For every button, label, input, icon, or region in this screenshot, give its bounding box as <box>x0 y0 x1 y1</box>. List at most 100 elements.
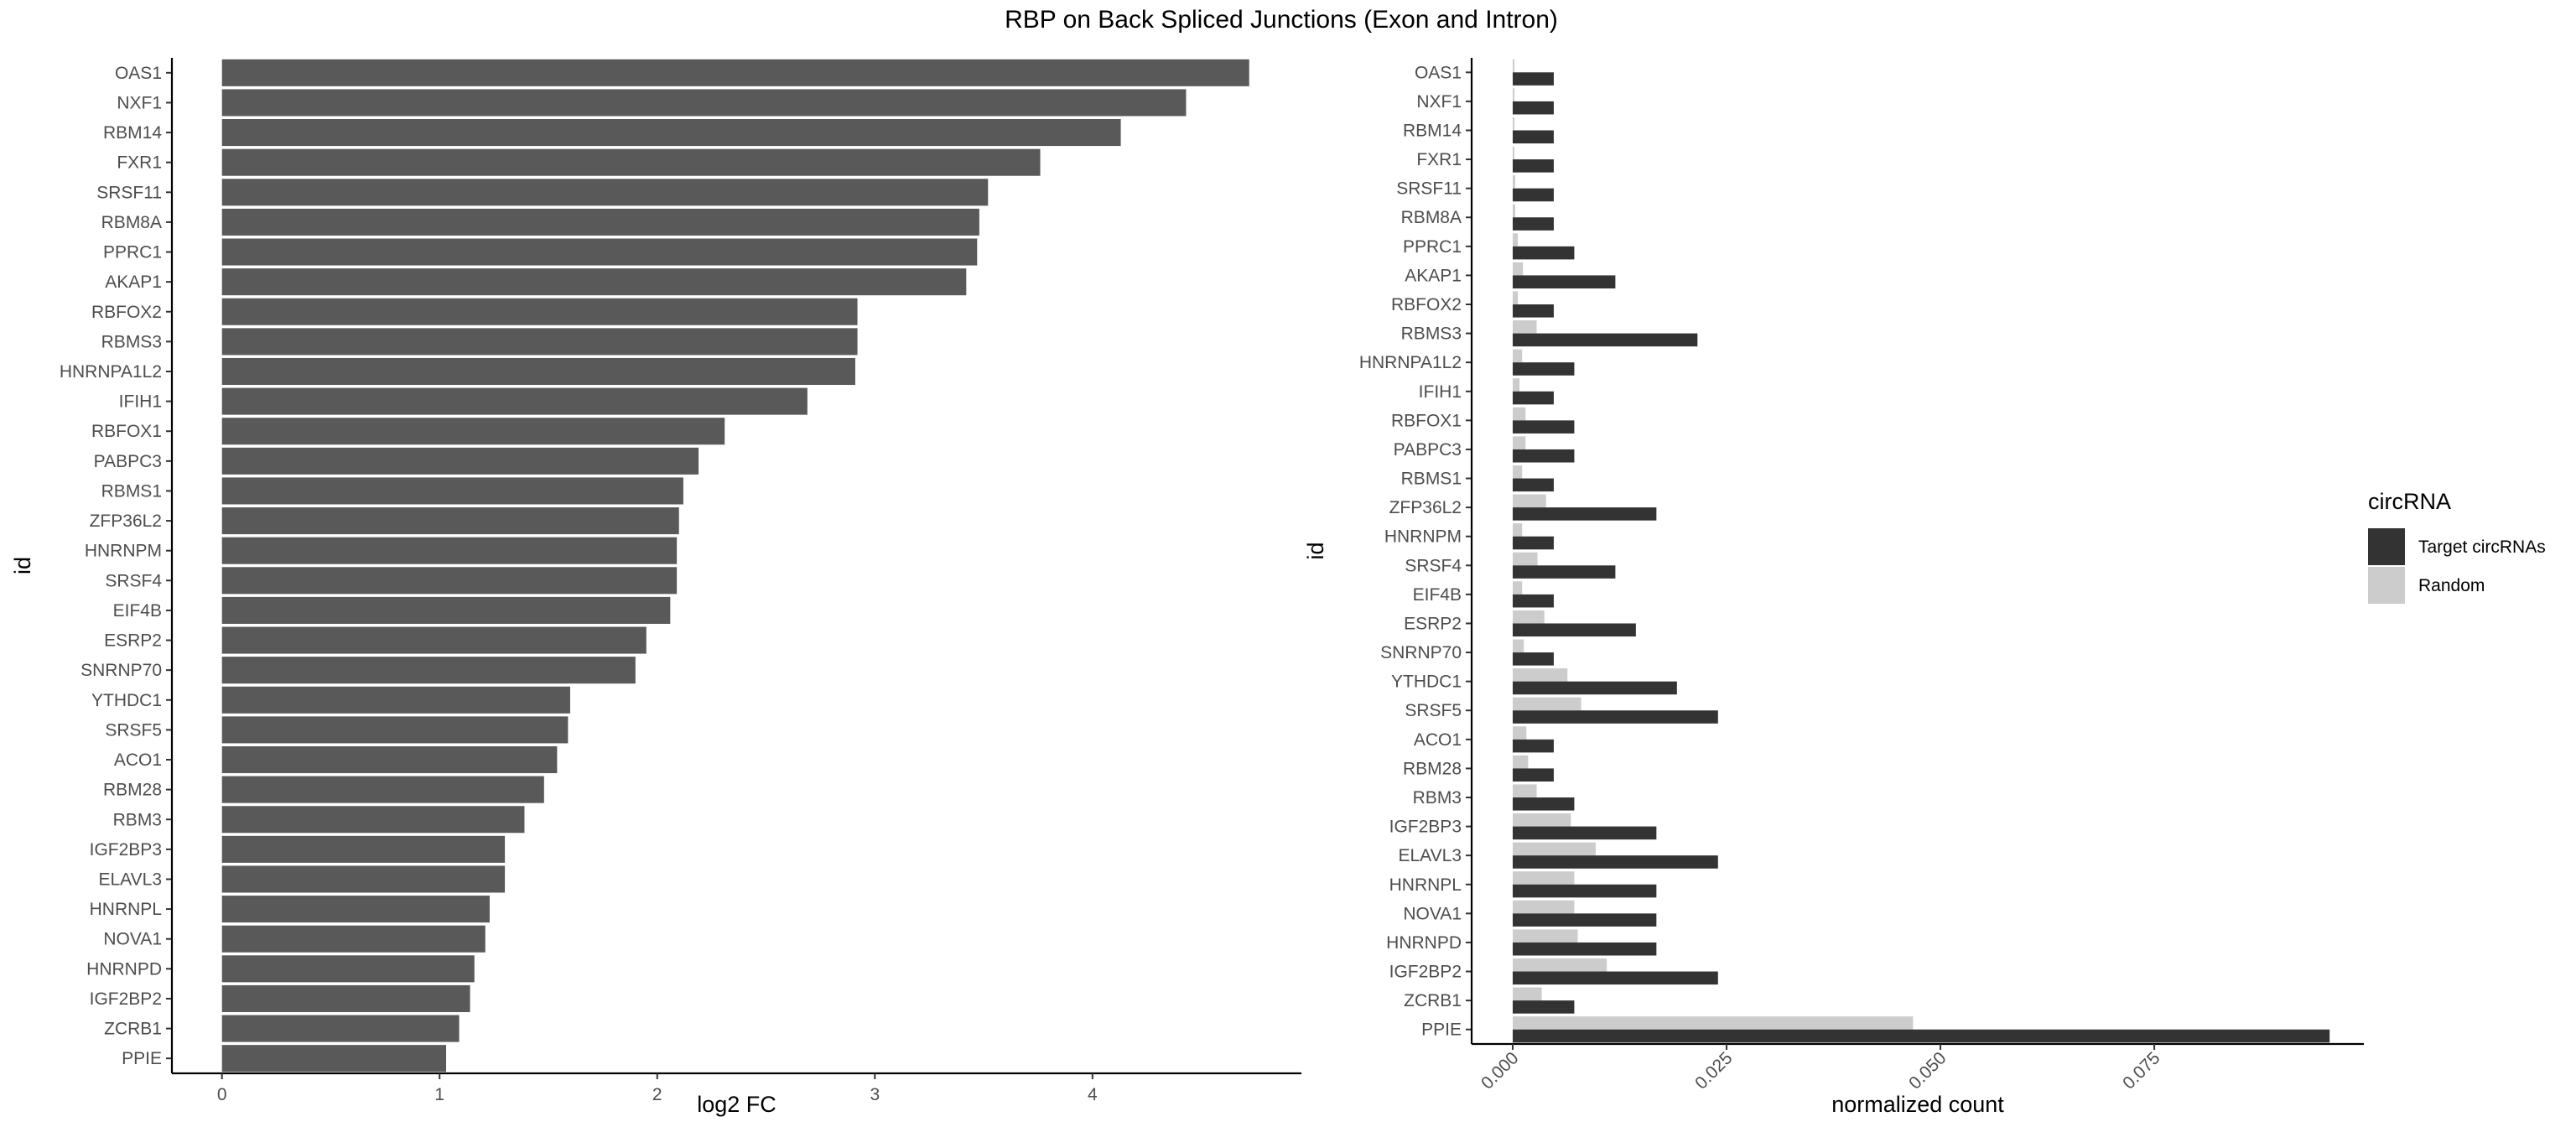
x-tick-label: 1 <box>434 1085 444 1104</box>
y-tick-label: SRSF11 <box>96 183 162 202</box>
bar-random <box>1512 117 1515 131</box>
y-tick-label: HNRNPM <box>85 542 162 561</box>
x-tick-label: 0.025 <box>1691 1048 1736 1093</box>
bar-random <box>1512 581 1523 595</box>
y-tick-label: SNRNP70 <box>80 661 162 680</box>
bar-random <box>1512 784 1537 797</box>
y-tick-label: PABPC3 <box>94 452 162 471</box>
y-tick-label: ESRP2 <box>1404 614 1462 633</box>
y-tick-label: PPIE <box>122 1049 162 1068</box>
bar <box>221 268 967 296</box>
bar <box>221 298 858 325</box>
bar-random <box>1512 842 1596 856</box>
bar-random <box>1512 755 1529 769</box>
y-tick-label: HNRNPD <box>1386 933 1462 953</box>
x-axis-title: log2 FC <box>697 1092 776 1117</box>
x-tick-label: 4 <box>1088 1085 1098 1104</box>
bar <box>221 447 699 475</box>
bar-random <box>1512 378 1520 392</box>
bar-random <box>1512 407 1526 421</box>
y-tick-label: FXR1 <box>1416 150 1462 169</box>
bar-random <box>1512 291 1519 304</box>
bar-target <box>1512 826 1657 840</box>
y-tick-label: PPRC1 <box>1403 237 1462 257</box>
bar-random <box>1512 465 1523 479</box>
bar-target <box>1512 565 1616 579</box>
x-tick-label: 0.000 <box>1478 1048 1522 1093</box>
y-tick-label: ELAVL3 <box>99 870 163 889</box>
y-tick-label: HNRNPL <box>1389 875 1462 895</box>
bar-random <box>1512 929 1578 943</box>
bar-target <box>1512 362 1575 376</box>
bar <box>221 686 570 714</box>
y-tick-label: SRSF4 <box>1405 556 1462 575</box>
bar-target <box>1512 391 1554 405</box>
y-tick-label: SRSF4 <box>105 571 162 590</box>
y-tick-label: ZFP36L2 <box>1389 498 1462 517</box>
bar-target <box>1512 623 1636 637</box>
y-tick-label: YTHDC1 <box>1391 673 1462 692</box>
y-tick-label: RBMS1 <box>1401 470 1462 489</box>
y-tick-label: SRSF11 <box>1396 179 1462 199</box>
bar-random <box>1512 204 1516 218</box>
y-tick-label: OAS1 <box>1415 63 1462 82</box>
y-tick-label: IFIH1 <box>1419 382 1462 402</box>
bar-target <box>1512 710 1718 724</box>
bar <box>221 507 679 535</box>
y-tick-label: ZCRB1 <box>104 1020 162 1039</box>
bar-target <box>1512 1029 2330 1043</box>
y-tick-label: RBFOX2 <box>1391 295 1462 314</box>
y-tick-label: NOVA1 <box>103 930 162 949</box>
legend-key <box>2368 567 2405 604</box>
bar-target <box>1512 507 1657 521</box>
bar-random <box>1512 59 1515 73</box>
legend: circRNA Target circRNAs Random <box>2368 489 2546 604</box>
y-tick-label: PPIE <box>1421 1021 1462 1040</box>
y-tick-label: RBFOX1 <box>91 422 162 441</box>
bar <box>221 835 506 863</box>
chart-title: RBP on Back Spliced Junctions (Exon and … <box>1005 6 1558 34</box>
y-tick-label: RBMS1 <box>101 481 162 501</box>
bar-random <box>1512 871 1575 885</box>
bar <box>221 387 808 415</box>
bar-target <box>1512 275 1616 288</box>
y-tick-label: EIF4B <box>113 601 162 621</box>
y-tick-label: RBFOX2 <box>91 303 162 322</box>
bar-target <box>1512 884 1657 898</box>
legend-title: circRNA <box>2368 489 2451 514</box>
bar-random <box>1512 552 1538 566</box>
bar <box>221 357 855 386</box>
bar-target <box>1512 797 1575 811</box>
bar <box>221 537 678 564</box>
bar-target <box>1512 594 1554 608</box>
bar-random <box>1512 262 1524 276</box>
bar-random <box>1512 349 1523 363</box>
y-tick-label: HNRNPL <box>90 900 162 919</box>
bar <box>221 148 1041 176</box>
bar <box>221 238 978 266</box>
bar-target <box>1512 536 1554 550</box>
y-tick-label: RBM14 <box>103 123 162 143</box>
y-tick-label: ACO1 <box>114 750 162 770</box>
y-tick-label: ZFP36L2 <box>90 512 162 531</box>
bar-target <box>1512 971 1718 985</box>
bar-target <box>1512 101 1554 115</box>
bar-target <box>1512 739 1554 753</box>
bar-random <box>1512 726 1527 740</box>
bar <box>221 925 486 953</box>
x-tick-label: 0.050 <box>1905 1048 1950 1093</box>
bar-random <box>1512 900 1575 914</box>
y-tick-label: IGF2BP3 <box>90 840 162 860</box>
bar <box>221 716 569 744</box>
bar <box>221 1015 460 1042</box>
bar <box>221 626 647 654</box>
y-tick-label: AKAP1 <box>1405 266 1462 285</box>
y-tick-label: ELAVL3 <box>1399 846 1462 865</box>
y-tick-label: AKAP1 <box>105 273 162 292</box>
bar-random <box>1512 436 1526 449</box>
bar-target <box>1512 304 1554 318</box>
bar-target <box>1512 188 1554 202</box>
bar-random <box>1512 697 1581 711</box>
bar-target <box>1512 217 1554 231</box>
